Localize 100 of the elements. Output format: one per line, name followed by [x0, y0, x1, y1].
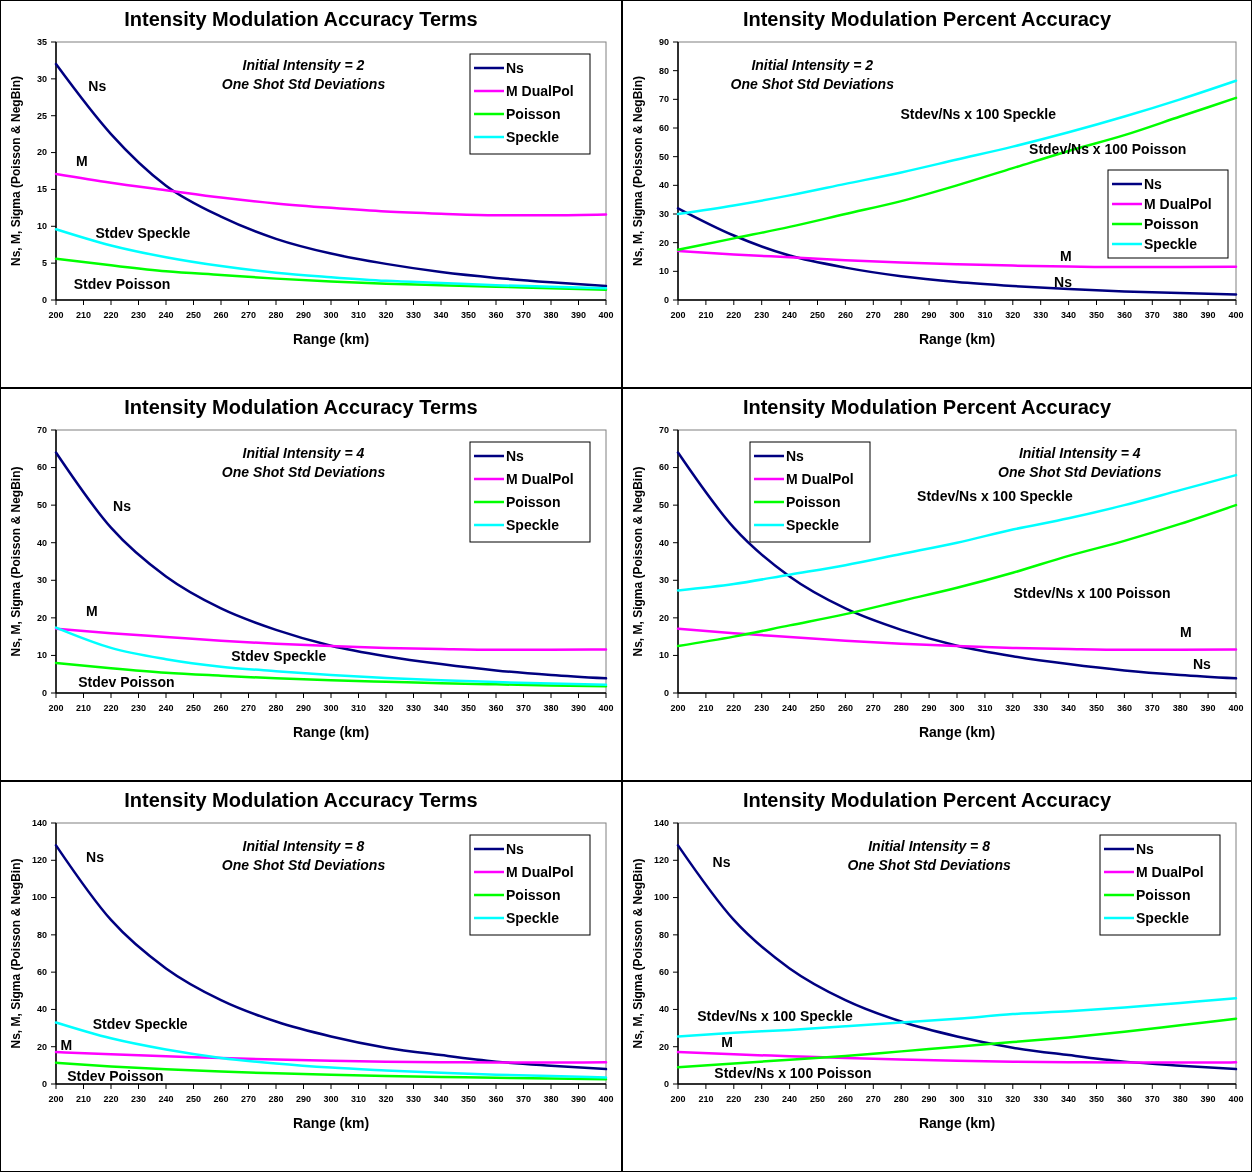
x-tick-label: 200	[48, 310, 64, 320]
y-tick-label: 120	[653, 855, 669, 866]
y-tick-label: 40	[658, 1004, 669, 1015]
x-tick-label: 280	[268, 1094, 284, 1104]
legend-label: Poisson	[506, 493, 561, 510]
x-tick-label: 360	[488, 703, 504, 713]
y-tick-label: 50	[658, 151, 669, 162]
annotation: Stdev/Ns x 100 Poisson	[714, 1065, 872, 1082]
legend-label: Ns	[1136, 840, 1155, 857]
annotation: Stdev Poisson	[78, 674, 175, 691]
x-tick-label: 260	[837, 310, 853, 320]
x-tick-label: 260	[213, 310, 229, 320]
x-axis-title: Range (km)	[918, 1115, 996, 1131]
x-tick-label: 350	[460, 1094, 477, 1104]
y-axis-title: Ns, M, Sigma (Poisson & NegBin)	[631, 466, 645, 657]
x-tick-label: 320	[378, 310, 394, 320]
line-series	[54, 627, 608, 652]
x-tick-label: 220	[726, 310, 742, 320]
x-tick-label: 300	[323, 703, 339, 713]
x-tick-label: 310	[977, 1094, 993, 1104]
annotation: Stdev/Ns x 100 Poisson	[1013, 584, 1171, 601]
x-tick-label: 210	[75, 310, 92, 320]
annotation: Ns	[113, 498, 132, 515]
x-tick-label: 210	[698, 1094, 714, 1104]
x-tick-label: 200	[670, 703, 686, 713]
x-tick-label: 290	[295, 310, 312, 320]
x-tick-label: 350	[460, 703, 477, 713]
x-tick-label: 260	[213, 703, 229, 713]
x-tick-label: 350	[1088, 703, 1105, 713]
annotation: Stdev Speckle	[92, 1015, 188, 1032]
y-tick-label: 60	[36, 462, 47, 473]
y-tick-label: 50	[658, 500, 669, 511]
annotation: M	[721, 1034, 733, 1051]
x-tick-label: 200	[48, 703, 64, 713]
text: Initial Intensity = 4 One Shot Std Deviations	[998, 445, 1162, 480]
x-tick-label: 260	[837, 703, 853, 713]
x-tick-label: 370	[1144, 310, 1160, 320]
y-tick-label: 40	[36, 537, 47, 548]
y-tick-label: 30	[36, 73, 47, 84]
x-tick-label: 240	[782, 310, 798, 320]
legend-label: M DualPol	[1144, 195, 1212, 212]
x-tick-label: 250	[809, 1094, 826, 1104]
legend-label: Speckle	[1136, 909, 1190, 926]
y-tick-label: 60	[658, 122, 669, 133]
legend-label: Ns	[1144, 175, 1163, 192]
y-tick-label: 140	[31, 817, 47, 828]
y-tick-label: 30	[658, 208, 669, 219]
x-tick-label: 370	[1144, 1094, 1160, 1104]
x-tick-label: 340	[1061, 703, 1077, 713]
annotation: Ns	[86, 848, 105, 865]
x-tick-label: 330	[405, 703, 422, 713]
x-tick-label: 390	[570, 703, 587, 713]
x-tick-label: 220	[103, 1094, 119, 1104]
x-tick-label: 240	[158, 703, 174, 713]
line-series	[676, 627, 1238, 652]
x-tick-label: 360	[1116, 703, 1132, 713]
annotation: Stdev Speckle	[95, 224, 191, 241]
text: Initial Intensity = 8 One Shot Std Deviations	[221, 838, 386, 873]
x-tick-label: 400	[1228, 310, 1244, 320]
text: Initial Intensity = 2 One Shot Std Deviations	[221, 57, 386, 92]
legend-label: Ns	[506, 840, 525, 857]
legend-label: Poisson	[506, 886, 561, 903]
legend-label: M DualPol	[786, 470, 854, 487]
y-tick-label: 20	[36, 612, 47, 623]
x-tick-label: 230	[754, 703, 770, 713]
x-tick-label: 350	[460, 310, 477, 320]
y-tick-label: 140	[653, 817, 669, 828]
x-tick-label: 250	[809, 703, 826, 713]
y-axis-title: Ns, M, Sigma (Poisson & NegBin)	[631, 858, 645, 1049]
y-tick-label: 0	[41, 1078, 47, 1089]
y-tick-label: 10	[36, 221, 47, 232]
x-tick-label: 230	[130, 703, 147, 713]
y-tick-label: 10	[658, 266, 669, 277]
annotation: Stdev Speckle	[231, 648, 327, 665]
x-tick-label: 230	[754, 1094, 770, 1104]
x-tick-label: 200	[48, 1094, 64, 1104]
legend-label: Speckle	[506, 516, 560, 533]
x-tick-label: 390	[1200, 1094, 1216, 1104]
y-tick-label: 20	[36, 147, 47, 158]
x-tick-label: 220	[726, 703, 742, 713]
y-tick-label: 80	[658, 929, 669, 940]
line-series	[676, 96, 1238, 252]
x-tick-label: 220	[726, 1094, 742, 1104]
annotation: Ns	[712, 854, 731, 871]
y-tick-label: 60	[658, 967, 669, 978]
x-tick-label: 290	[921, 1094, 937, 1104]
x-tick-label: 280	[268, 703, 284, 713]
x-tick-label: 320	[1005, 703, 1021, 713]
x-tick-label: 400	[598, 310, 614, 320]
x-tick-label: 300	[949, 310, 965, 320]
x-tick-label: 390	[1200, 310, 1216, 320]
chart-title: Intensity Modulation Percent Accuracy	[742, 789, 1112, 811]
y-tick-label: 0	[41, 687, 47, 698]
x-tick-label: 250	[185, 703, 202, 713]
y-tick-label: 70	[36, 424, 47, 435]
x-tick-label: 390	[1200, 703, 1216, 713]
x-tick-label: 290	[921, 703, 937, 713]
legend-label: Speckle	[1144, 235, 1198, 252]
x-tick-label: 400	[598, 703, 614, 713]
chart-title: Intensity Modulation Accuracy Terms	[124, 789, 478, 811]
